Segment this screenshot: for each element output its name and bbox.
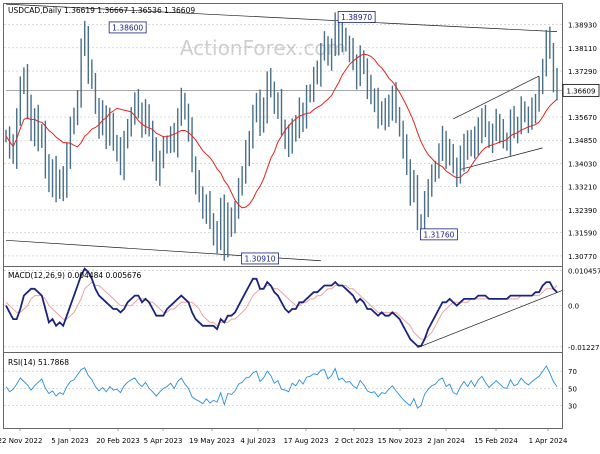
channel-bottom-line bbox=[460, 147, 543, 170]
x-tick-label: 15 Nov 2023 bbox=[378, 437, 423, 445]
watermark: ActionForex.com bbox=[180, 36, 346, 60]
macd-tick-label: -0.012276 bbox=[568, 344, 600, 352]
swing-label-box bbox=[241, 252, 279, 265]
price-tick-label: 1.35670 bbox=[568, 114, 597, 122]
macd-tick-label: 0.010457 bbox=[568, 267, 600, 275]
swing-label: 1.38600 bbox=[112, 23, 143, 32]
price-tick-label: 1.34030 bbox=[568, 160, 597, 168]
swing-label: 1.30910 bbox=[245, 254, 276, 263]
rsi-axis: 70 50 30 bbox=[568, 368, 577, 410]
rsi-panel-frame bbox=[3, 352, 563, 429]
rsi-tick-label: 30 bbox=[568, 403, 577, 411]
price-panel-frame bbox=[3, 3, 563, 267]
macd-lines bbox=[5, 267, 563, 348]
x-tick-label: 2 Oct 2023 bbox=[335, 437, 374, 445]
price-tick-label: 1.30770 bbox=[568, 253, 597, 261]
x-tick-label: 17 Aug 2023 bbox=[284, 437, 329, 445]
x-tick-label: 15 Feb 2024 bbox=[474, 437, 518, 445]
moving-average-line bbox=[5, 53, 558, 209]
macd-title: MACD(12,26,9) 0.004484 0.005676 bbox=[8, 271, 142, 280]
macd-panel-frame bbox=[3, 266, 563, 353]
last-price-label: 1.36609 bbox=[567, 87, 596, 95]
price-annotations: 1.38600 1.38970 1.31760 1.30910 1.36609 bbox=[6, 11, 600, 265]
x-tick-label: 5 Apr 2023 bbox=[144, 437, 183, 445]
swing-label-box bbox=[420, 228, 458, 241]
swing-label-box bbox=[108, 21, 147, 34]
macd-trendline bbox=[417, 290, 563, 348]
upper-trendline bbox=[5, 3, 558, 33]
channel-top-line bbox=[453, 75, 540, 120]
price-tick-label: 1.33210 bbox=[568, 184, 597, 192]
x-tick-label: 4 Jul 2023 bbox=[240, 437, 275, 445]
x-tick-label: 19 May 2023 bbox=[189, 437, 235, 445]
macd-grid bbox=[4, 270, 562, 348]
macd-axis: 0.010457 0.0 -0.012276 bbox=[568, 267, 600, 351]
price-tick-label: 1.38930 bbox=[568, 22, 597, 30]
rsi-tick-label: 70 bbox=[568, 368, 577, 376]
price-tick-label: 1.34850 bbox=[568, 137, 597, 145]
price-grid bbox=[4, 24, 562, 257]
x-tick-label: 1 Apr 2024 bbox=[529, 437, 568, 445]
rsi-line bbox=[5, 365, 558, 409]
rsi-line bbox=[5, 365, 558, 409]
rsi-tick-label: 50 bbox=[568, 385, 577, 393]
x-tick-label: 5 Jan 2023 bbox=[51, 437, 89, 445]
x-tick-label: 22 Nov 2022 bbox=[0, 437, 42, 445]
last-price-tag bbox=[562, 83, 600, 97]
price-chart-title: USDCAD,Daily 1.36619 1.36667 1.36536 1.3… bbox=[8, 6, 195, 15]
macd-tick-label: 0.0 bbox=[568, 303, 579, 311]
swing-label: 1.38970 bbox=[341, 13, 372, 22]
moving-average-line bbox=[5, 53, 558, 209]
price-tick-label: 1.37290 bbox=[568, 68, 597, 76]
price-axis: 1.38930 1.38110 1.37290 1.35670 1.34850 1.340… bbox=[568, 22, 597, 261]
swing-label: 1.31760 bbox=[423, 230, 454, 239]
price-bars bbox=[5, 12, 558, 261]
macd-signal-line bbox=[5, 281, 558, 340]
rsi-title: RSI(14) 51.7868 bbox=[8, 358, 69, 367]
x-tick-label: 20 Feb 2023 bbox=[96, 437, 140, 445]
x-tick-label: 2 Jan 2024 bbox=[427, 437, 465, 445]
price-tick-label: 1.32390 bbox=[568, 207, 597, 215]
swing-label-box bbox=[337, 11, 376, 23]
x-axis: 22 Nov 2022 5 Jan 2023 20 Feb 2023 5 Apr 20… bbox=[0, 428, 568, 445]
macd-line bbox=[5, 267, 558, 347]
price-tick-label: 1.38110 bbox=[568, 45, 597, 53]
price-tick-label: 1.31590 bbox=[568, 230, 597, 238]
